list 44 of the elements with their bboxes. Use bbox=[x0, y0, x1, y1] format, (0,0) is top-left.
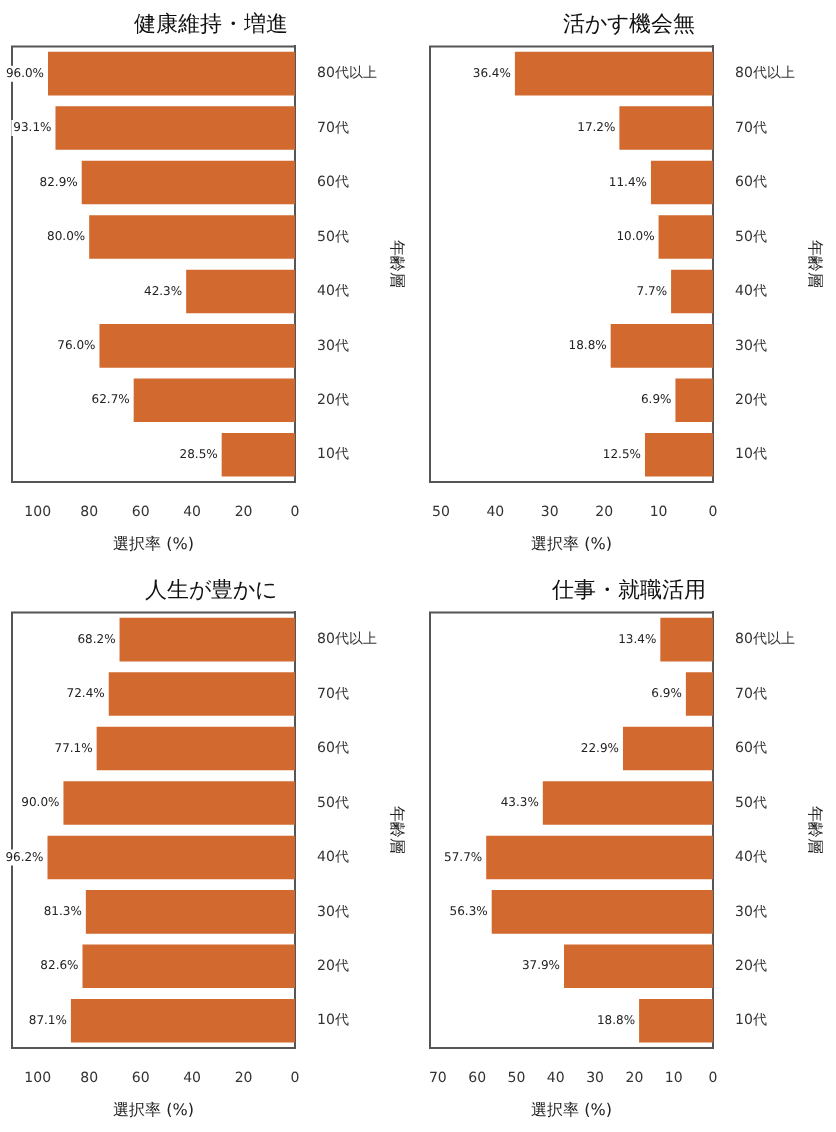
bar bbox=[658, 215, 713, 259]
bar bbox=[491, 890, 713, 934]
bar bbox=[650, 160, 713, 205]
bar bbox=[564, 944, 713, 989]
bar bbox=[514, 51, 713, 96]
bar bbox=[48, 51, 295, 96]
bar bbox=[82, 944, 295, 989]
x-axis-title: 選択率 (%) bbox=[113, 1100, 194, 1119]
chart-title: 活かす機会無 bbox=[563, 10, 695, 37]
bar bbox=[70, 999, 295, 1043]
chart-title: 仕事・就職活用 bbox=[552, 576, 706, 603]
y-axis-title: 年齢層 bbox=[806, 806, 825, 855]
bar bbox=[610, 324, 713, 368]
chart-title: 人生が豊かに bbox=[145, 576, 277, 603]
bar bbox=[99, 324, 295, 368]
bar bbox=[89, 215, 295, 259]
bar bbox=[108, 672, 295, 716]
bar bbox=[186, 269, 295, 314]
x-axis-title: 選択率 (%) bbox=[531, 1100, 612, 1119]
bar bbox=[542, 781, 713, 825]
bar bbox=[47, 835, 295, 880]
chart-title: 健康維持・増進 bbox=[134, 10, 288, 37]
y-axis-title: 年齢層 bbox=[388, 240, 407, 289]
bar bbox=[675, 378, 713, 423]
bar bbox=[619, 106, 713, 150]
x-axis-title: 選択率 (%) bbox=[113, 534, 194, 553]
bar bbox=[639, 999, 713, 1043]
bar bbox=[685, 672, 713, 716]
bar bbox=[96, 726, 295, 771]
bar bbox=[85, 890, 295, 934]
bar bbox=[81, 160, 295, 205]
bar bbox=[622, 726, 713, 771]
bar bbox=[671, 269, 713, 314]
bar bbox=[660, 617, 713, 662]
bar bbox=[133, 378, 295, 423]
bar bbox=[55, 106, 295, 150]
y-axis-title: 年齢層 bbox=[806, 240, 825, 289]
bar bbox=[221, 433, 295, 477]
x-axis-title: 選択率 (%) bbox=[531, 534, 612, 553]
bar bbox=[486, 835, 713, 880]
bar bbox=[644, 433, 713, 477]
y-axis-title: 年齢層 bbox=[388, 806, 407, 855]
bar bbox=[119, 617, 295, 662]
bar bbox=[63, 781, 295, 825]
